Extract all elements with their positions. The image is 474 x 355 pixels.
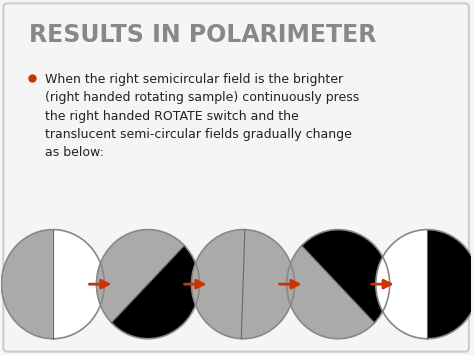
- Text: translucent semi-circular fields gradually change: translucent semi-circular fields gradual…: [45, 128, 352, 141]
- Polygon shape: [191, 230, 245, 339]
- Polygon shape: [376, 230, 427, 339]
- Polygon shape: [97, 230, 184, 323]
- Ellipse shape: [376, 230, 474, 339]
- Polygon shape: [1, 230, 53, 339]
- Text: (right handed rotating sample) continuously press: (right handed rotating sample) continuou…: [45, 91, 359, 104]
- Ellipse shape: [97, 230, 200, 339]
- Ellipse shape: [1, 230, 104, 339]
- Ellipse shape: [287, 230, 390, 339]
- Text: as below:: as below:: [45, 146, 104, 159]
- Text: When the right semicircular field is the brighter: When the right semicircular field is the…: [45, 73, 343, 86]
- Ellipse shape: [191, 230, 294, 339]
- Text: RESULTS IN POLARIMETER: RESULTS IN POLARIMETER: [29, 23, 376, 47]
- FancyBboxPatch shape: [3, 4, 469, 351]
- Polygon shape: [287, 246, 374, 339]
- Text: the right handed ROTATE switch and the: the right handed ROTATE switch and the: [45, 110, 299, 122]
